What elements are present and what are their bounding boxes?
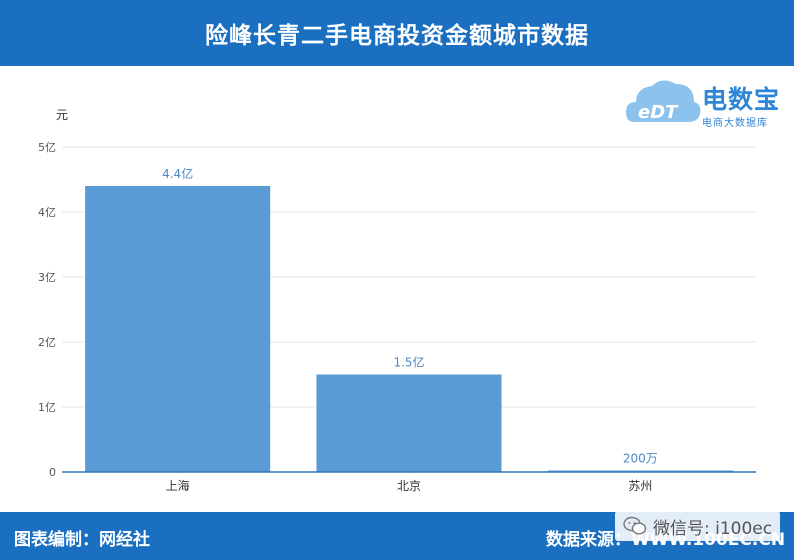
- y-axis-unit: 元: [56, 108, 69, 122]
- x-tick-label: 上海: [166, 478, 190, 493]
- x-tick-label: 北京: [397, 479, 421, 493]
- y-tick-label: 5亿: [38, 141, 56, 154]
- logo: eDT 电数宝 电商大数据库: [624, 74, 789, 134]
- y-tick-label: 0: [49, 466, 56, 479]
- footer-credit: 图表编制：网经社: [14, 530, 150, 550]
- y-tick-label: 3亿: [38, 271, 56, 284]
- wechat-watermark: 微信号: i100ec: [615, 511, 781, 541]
- logo-tagline: 电商大数据库: [702, 118, 768, 129]
- wechat-icon: [623, 516, 647, 535]
- y-tick-label: 2亿: [38, 336, 56, 349]
- y-tick-label: 4亿: [38, 206, 56, 219]
- wechat-id: 微信号: i100ec: [653, 518, 773, 539]
- bar: [85, 186, 271, 472]
- page-title: 险峰长青二手电商投资金额城市数据: [205, 23, 589, 49]
- data-label: 1.5亿: [393, 355, 424, 370]
- x-tick-label: 苏州: [628, 479, 652, 493]
- cloud-logo-icon: eDT: [626, 80, 701, 123]
- y-tick-label: 1亿: [38, 401, 56, 414]
- logo-mark: eDT: [638, 102, 679, 123]
- header-bar: 险峰长青二手电商投资金额城市数据: [0, 0, 794, 66]
- bar: [316, 374, 502, 472]
- logo-name: 电数宝: [702, 85, 781, 114]
- data-label: 4.4亿: [162, 166, 193, 181]
- data-label: 200万: [623, 452, 658, 466]
